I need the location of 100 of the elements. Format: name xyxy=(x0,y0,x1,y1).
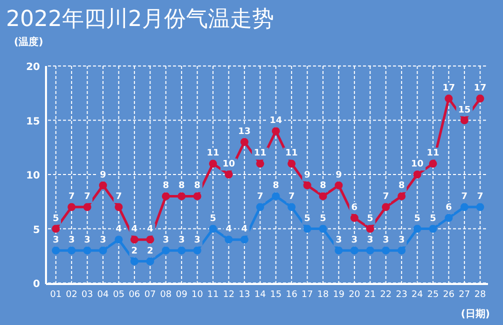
data-label: 11 xyxy=(206,148,220,159)
point xyxy=(114,236,123,244)
data-label: 5 xyxy=(367,214,374,224)
x-tick-label: 25 xyxy=(427,290,439,300)
point xyxy=(303,181,312,190)
data-label: 5 xyxy=(320,214,326,224)
data-label: 8 xyxy=(272,181,279,192)
point xyxy=(272,127,280,136)
data-label: 8 xyxy=(320,181,326,192)
point xyxy=(209,160,217,168)
point xyxy=(256,203,264,212)
point xyxy=(303,224,312,233)
x-tick-label: 01 xyxy=(50,290,62,300)
x-tick-label: 15 xyxy=(270,290,282,300)
data-label: 3 xyxy=(162,235,169,246)
data-label: 3 xyxy=(84,235,90,246)
point xyxy=(224,236,233,244)
point xyxy=(476,94,484,103)
x-tick-label: 12 xyxy=(222,290,234,300)
data-label: 7 xyxy=(116,192,122,202)
point xyxy=(224,170,233,178)
point xyxy=(444,214,453,222)
point xyxy=(272,192,280,200)
point xyxy=(398,246,406,254)
point xyxy=(146,257,154,266)
data-label: 13 xyxy=(238,126,251,137)
data-label: 3 xyxy=(367,235,374,246)
point xyxy=(83,203,92,212)
point xyxy=(68,246,76,254)
point xyxy=(366,246,374,254)
data-label: 9 xyxy=(304,170,310,180)
point xyxy=(460,203,468,212)
x-tick-label: 06 xyxy=(128,290,140,300)
point xyxy=(52,246,60,254)
data-label: 9 xyxy=(336,170,342,180)
x-tick-label: 10 xyxy=(192,290,204,300)
data-label: 11 xyxy=(426,148,440,159)
x-tick-label: 26 xyxy=(442,290,455,300)
point xyxy=(130,236,138,244)
data-label: 4 xyxy=(131,224,138,235)
point xyxy=(178,246,186,254)
point xyxy=(162,246,170,254)
x-tick-label: 20 xyxy=(348,290,360,300)
point xyxy=(209,224,217,233)
chart-title: 2022年四川2月份气温走势 xyxy=(6,7,274,32)
point xyxy=(444,94,453,103)
point xyxy=(382,246,390,254)
data-label: 3 xyxy=(382,235,389,246)
x-tick-label: 13 xyxy=(238,290,250,300)
point xyxy=(193,192,202,200)
point xyxy=(130,257,138,266)
x-tick-label: 03 xyxy=(82,290,94,300)
data-label: 5 xyxy=(52,214,59,224)
y-tick-label: 0 xyxy=(33,279,40,290)
data-label: 3 xyxy=(68,235,75,246)
point xyxy=(319,224,327,233)
y-tick-label: 15 xyxy=(26,116,40,128)
x-tick-label: 04 xyxy=(97,290,109,300)
point xyxy=(114,203,123,212)
point xyxy=(178,192,186,200)
x-tick-label: 14 xyxy=(254,290,266,300)
point xyxy=(52,224,60,233)
x-tick-label: 02 xyxy=(66,290,78,300)
point xyxy=(334,246,343,254)
data-label: 7 xyxy=(461,192,468,202)
point xyxy=(476,203,484,212)
point xyxy=(193,246,202,254)
data-label: 3 xyxy=(194,235,200,246)
point xyxy=(288,203,296,212)
data-label: 11 xyxy=(254,148,266,159)
data-label: 8 xyxy=(398,181,405,192)
point xyxy=(319,192,327,200)
point xyxy=(240,138,248,146)
data-label: 7 xyxy=(257,192,264,202)
data-label: 8 xyxy=(178,181,185,192)
x-tick-label: 11 xyxy=(207,290,219,300)
x-tick-label: 24 xyxy=(412,290,424,300)
point xyxy=(413,170,422,178)
x-tick-label: 05 xyxy=(112,290,124,300)
data-label: 15 xyxy=(458,105,471,116)
x-tick-label: 09 xyxy=(176,290,188,300)
data-label: 9 xyxy=(100,170,106,180)
data-label: 8 xyxy=(162,181,169,192)
data-label: 7 xyxy=(477,192,484,202)
data-label: 11 xyxy=(285,148,298,159)
data-label: 4 xyxy=(147,224,154,235)
point xyxy=(99,246,107,254)
data-label: 2 xyxy=(147,246,154,256)
data-label: 7 xyxy=(288,192,295,202)
data-label: 7 xyxy=(84,192,90,202)
x-tick-label: 16 xyxy=(286,290,298,300)
data-label: 3 xyxy=(100,235,106,246)
point xyxy=(99,181,107,190)
data-label: 4 xyxy=(116,224,122,235)
y-tick-label: 10 xyxy=(26,170,40,182)
data-label: 5 xyxy=(304,214,310,224)
point xyxy=(162,192,170,200)
point xyxy=(382,203,390,212)
point xyxy=(398,192,406,200)
data-label: 10 xyxy=(411,160,424,170)
